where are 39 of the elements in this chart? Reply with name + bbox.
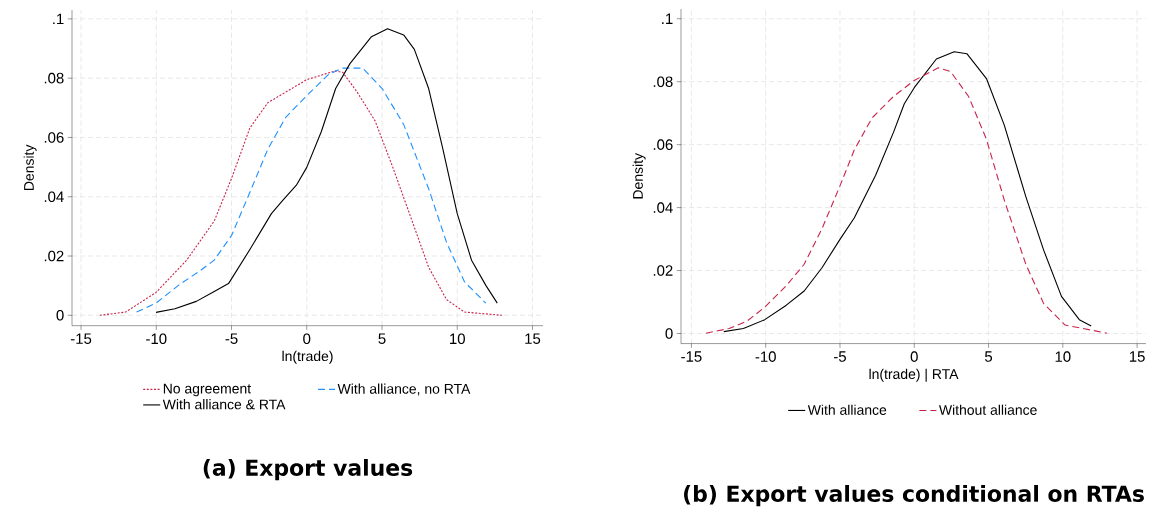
x-axis-title: ln(trade) | RTA <box>869 369 959 383</box>
legend-label: With alliance <box>807 404 887 416</box>
y-tick-label: .02 <box>44 250 64 262</box>
y-tick-label: .08 <box>653 76 673 88</box>
legend-label: Without alliance <box>938 404 1037 416</box>
legend-label: With alliance & RTA <box>162 399 286 410</box>
text: (a) Export values <box>203 459 413 481</box>
y-axis-title: Density <box>23 144 37 191</box>
x-axis-title: ln(trade) <box>282 351 333 365</box>
x-tick-label: 10 <box>1055 351 1071 363</box>
x-tick-label: 0 <box>910 351 918 363</box>
y-tick-label: .1 <box>53 13 64 25</box>
y-tick-label: .04 <box>653 202 673 214</box>
x-tick-label: -15 <box>70 333 92 345</box>
legend-label: No agreement <box>163 384 252 397</box>
y-tick-label: .06 <box>44 132 64 143</box>
y-axis-title: Density <box>632 153 646 199</box>
x-tick-label: -5 <box>833 351 846 363</box>
line-series <box>99 70 503 317</box>
x-tick-label: 0 <box>303 333 311 345</box>
line-series <box>155 28 498 314</box>
legend-label: With alliance, no RTA <box>337 383 471 396</box>
x-tick-label: 10 <box>450 333 465 345</box>
x-tick-label: -10 <box>755 351 776 363</box>
x-tick-label: 15 <box>1129 351 1145 363</box>
x-tick-label: -10 <box>146 333 167 345</box>
y-tick-label: .08 <box>44 73 64 84</box>
x-tick-label: -15 <box>681 351 702 363</box>
line-series <box>136 67 487 313</box>
y-tick-label: .02 <box>653 265 673 277</box>
y-tick-label: .06 <box>653 139 673 151</box>
y-tick-label: .1 <box>662 13 673 25</box>
x-tick-label: 15 <box>525 333 541 345</box>
x-tick-label: 5 <box>984 351 993 363</box>
text: (b) Export values conditional on RTAs <box>684 485 1144 507</box>
y-tick-label: .04 <box>44 191 64 203</box>
y-tick-label: 0 <box>56 310 64 321</box>
x-tick-label: 5 <box>378 333 386 345</box>
x-tick-label: -5 <box>225 333 238 345</box>
